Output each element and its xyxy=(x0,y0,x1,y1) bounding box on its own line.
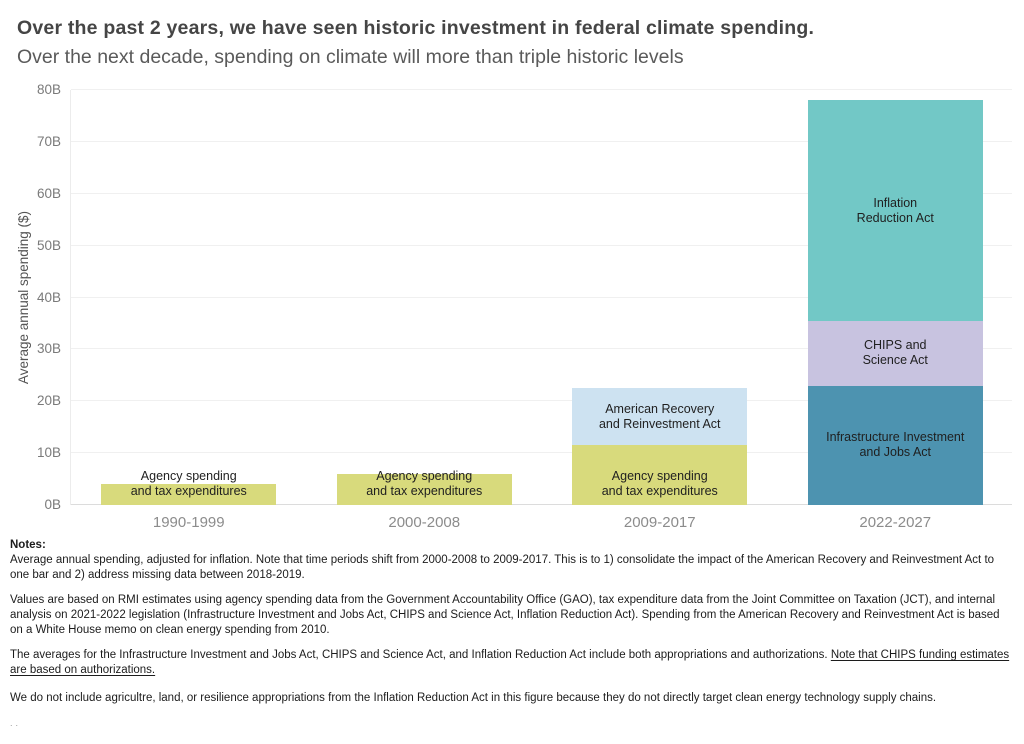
segment-agency-spending-and-tax-expenditures: Agency spending and tax expenditures xyxy=(336,469,512,505)
notes-heading: Notes: xyxy=(10,539,46,551)
segment-inflation-reduction-act: Inflation Reduction Act xyxy=(807,100,983,321)
segment-label-infrastructure-investment-and-jobs-act: Infrastructure Investment and Jobs Act xyxy=(826,430,965,460)
x-tick-label-2022-2027: 2022-2027 xyxy=(859,514,932,531)
gridline-0B xyxy=(71,504,1012,505)
gridline-10B xyxy=(71,452,1012,454)
segment-label-agency-spending-and-tax-expenditures: Agency spending and tax expenditures xyxy=(366,469,483,498)
segment-label-agency-spending-and-tax-expenditures: Agency spending and tax expenditures xyxy=(601,469,718,498)
segment-american-recovery-and-reinvestment-act: American Recovery and Reinvestment Act xyxy=(572,388,748,446)
gridline-20B xyxy=(71,400,1012,402)
y-tick-label-20B: 20B xyxy=(36,393,61,409)
bar-2000-2008: Agency spending and tax expenditures xyxy=(336,90,512,505)
bar-2022-2027: Infrastructure Investment and Jobs Act CH… xyxy=(807,90,983,505)
y-tick-label-50B: 50B xyxy=(36,237,61,253)
segment-agency-spending-and-tax-expenditures: Agency spending and tax expenditures xyxy=(101,469,277,505)
trailing-marks: .. xyxy=(10,718,22,728)
gridline-50B xyxy=(71,244,1012,246)
bar-2009-2017: Agency spending and tax expenditures Amer… xyxy=(572,90,748,505)
note-paragraph-3-text: The averages for the Infrastructure Inve… xyxy=(10,649,831,661)
x-tick-label-1990-1999: 1990-1999 xyxy=(152,514,225,531)
chart-title: Over the past 2 years, we have seen hist… xyxy=(17,17,815,39)
note-paragraph-3: The averages for the Infrastructure Inve… xyxy=(10,648,1012,678)
y-tick-label-80B: 80B xyxy=(36,82,61,97)
y-tick-label-0B: 0B xyxy=(44,497,61,512)
gridline-40B xyxy=(71,296,1012,298)
gridline-30B xyxy=(71,348,1012,350)
segment-label-inflation-reduction-act: Inflation Reduction Act xyxy=(856,195,934,225)
segment-agency-spending-and-tax-expenditures: Agency spending and tax expenditures xyxy=(572,445,748,505)
note-paragraph-2: Values are based on RMI estimates using … xyxy=(10,594,1000,636)
segment-infrastructure-investment-and-jobs-act: Infrastructure Investment and Jobs Act xyxy=(807,385,983,505)
notes-section: Notes: Average annual spending, adjusted… xyxy=(10,538,1012,731)
note-paragraph-4: We do not include agricultre, land, or r… xyxy=(10,692,937,704)
gridline-80B xyxy=(71,89,1012,90)
segment-label-chips-and-science-act: CHIPS and Science Act xyxy=(862,338,928,368)
y-tick-label-40B: 40B xyxy=(36,289,61,305)
segment-chips-and-science-act: CHIPS and Science Act xyxy=(807,320,983,386)
y-tick-label-30B: 30B xyxy=(36,341,61,357)
gridline-60B xyxy=(71,192,1012,194)
y-tick-label-10B: 10B xyxy=(36,445,61,461)
segment-label-american-recovery-and-reinvestment-act: American Recovery and Reinvestment Act xyxy=(598,401,721,431)
note-paragraph-1: Average annual spending, adjusted for in… xyxy=(10,554,995,581)
y-tick-label-70B: 70B xyxy=(36,133,61,149)
gridline-70B xyxy=(71,140,1012,142)
x-tick-label-2009-2017: 2009-2017 xyxy=(623,514,696,531)
note-paragraph-3-underlined-text: Note that CHIPS funding estimates are ba… xyxy=(10,649,1010,676)
segment-label-agency-spending-and-tax-expenditures: Agency spending and tax expenditures xyxy=(130,469,247,498)
y-tick-label-60B: 60B xyxy=(36,185,61,201)
bar-1990-1999: Agency spending and tax expenditures xyxy=(101,90,277,505)
x-tick-label-2000-2008: 2000-2008 xyxy=(388,514,461,531)
chart-subtitle: Over the next decade, spending on climat… xyxy=(17,46,684,68)
plot-area: 0B 10B 20B 30B 40B 50B 60B 70B 80B Agency spendin… xyxy=(37,82,1012,531)
